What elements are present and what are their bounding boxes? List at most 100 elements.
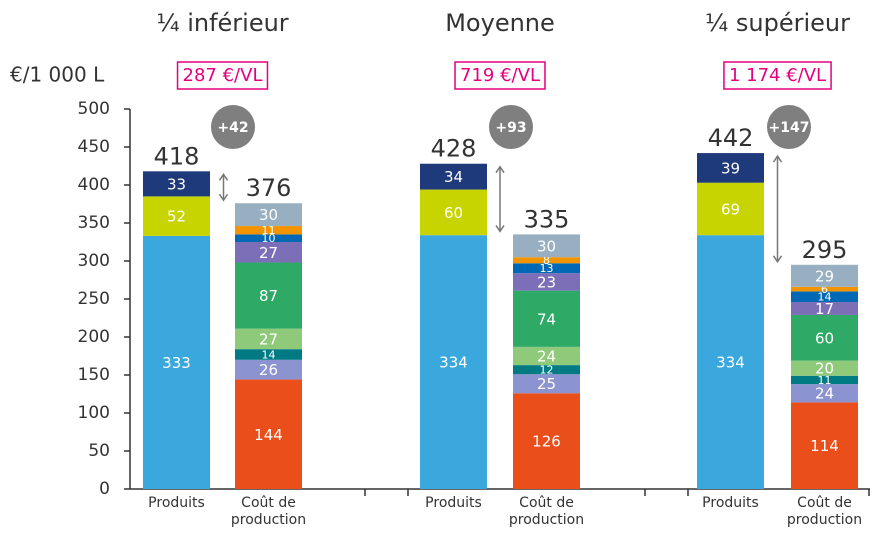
cout-segment: [513, 290, 580, 347]
x-tick-label: Coût de production: [786, 495, 863, 528]
cout-segment: [791, 314, 858, 361]
cout-segment: [513, 263, 580, 274]
cout-segment: [235, 328, 302, 350]
y-tick-label: 150: [78, 365, 110, 385]
segment-label: 14: [262, 348, 276, 361]
segment-label: 334: [716, 354, 745, 372]
badge-box: [454, 61, 546, 90]
segment-label: 12: [540, 364, 554, 377]
segment-label: 34: [444, 168, 463, 186]
segment-label: 11: [818, 374, 832, 387]
cout-segment: [791, 291, 858, 303]
arrow-head: [772, 154, 783, 163]
cout-segment: [235, 242, 302, 263]
y-tick-label: 0: [99, 479, 110, 499]
segment-label: 23: [537, 273, 556, 291]
cout-segment: [791, 375, 858, 385]
arrow-head: [218, 172, 229, 181]
produits-segment: [143, 235, 210, 489]
segment-label: 33: [167, 175, 186, 193]
cout-segment: [513, 234, 580, 258]
segment-label: 30: [537, 237, 556, 255]
arrow-head: [495, 224, 505, 233]
cout-segment: [791, 402, 858, 489]
cout-segment: [791, 286, 858, 292]
difference-label: +93: [495, 120, 526, 136]
segment-label: 333: [162, 354, 191, 372]
x-tick-label: Produits: [425, 495, 482, 511]
cout-segment: [791, 264, 858, 287]
segment-label: 17: [815, 300, 834, 318]
cout-segment: [235, 359, 302, 380]
segment-label: 24: [537, 348, 556, 366]
segment-label: 6: [821, 283, 828, 296]
difference-badge: [211, 105, 255, 149]
x-tick-label: Produits: [148, 495, 205, 511]
difference-label: +147: [769, 120, 810, 136]
produits-segment: [697, 235, 764, 489]
segment-label: 60: [815, 329, 834, 347]
segment-label: 69: [721, 200, 740, 218]
y-tick-label: 500: [78, 99, 110, 119]
cout-segment: [791, 384, 858, 403]
segment-label: 74: [537, 310, 556, 328]
bar-total: 442: [708, 124, 754, 152]
segment-label: 29: [815, 267, 834, 285]
difference-badge: [767, 105, 811, 149]
cout-segment: [235, 379, 302, 489]
produits-segment: [420, 235, 487, 489]
y-tick-label: 250: [78, 289, 110, 309]
arrow-head: [772, 255, 783, 264]
segment-label: 27: [259, 244, 278, 262]
produits-segment: [697, 182, 764, 236]
segment-label: 13: [540, 262, 554, 275]
segment-label: 20: [815, 360, 834, 378]
segment-label: 126: [532, 433, 561, 451]
badge-box: [723, 61, 832, 90]
produits-segment: [143, 171, 210, 197]
y-tick-label: 200: [78, 327, 110, 347]
arrow-head: [495, 165, 505, 174]
x-tick-label: Produits: [702, 495, 759, 511]
y-tick-label: 350: [78, 213, 110, 233]
arrow-head: [218, 193, 229, 202]
bar-total: 335: [524, 205, 570, 233]
segment-label: 14: [818, 291, 832, 304]
cout-segment: [791, 360, 858, 376]
bar-total: 428: [431, 135, 477, 163]
y-tick-label: 300: [78, 251, 110, 271]
badge: 719 €/VL: [460, 65, 540, 86]
y-axis-label: €/1 000 L: [10, 63, 105, 87]
cout-segment: [513, 365, 580, 375]
bar-total: 376: [246, 174, 292, 202]
cout-segment: [235, 226, 302, 235]
group-title: Moyenne: [445, 9, 555, 37]
bar-total: 295: [802, 236, 848, 264]
y-tick-label: 100: [78, 403, 110, 423]
produits-segment: [143, 196, 210, 236]
segment-label: 8: [543, 254, 550, 267]
segment-label: 39: [721, 159, 740, 177]
produits-segment: [420, 163, 487, 190]
cout-segment: [235, 349, 302, 360]
segment-label: 60: [444, 204, 463, 222]
difference-label: +42: [217, 120, 248, 136]
segment-label: 52: [167, 208, 186, 226]
cout-segment: [235, 262, 302, 329]
y-tick-label: 450: [78, 137, 110, 157]
group-title: ¼ inférieur: [156, 9, 288, 37]
produits-segment: [420, 189, 487, 236]
badge-box: [176, 61, 269, 90]
difference-badge: [489, 105, 533, 149]
badge: 1 174 €/VL: [729, 65, 826, 86]
segment-label: 26: [259, 361, 278, 379]
group-title: ¼ supérieur: [705, 9, 850, 37]
segment-label: 24: [815, 385, 834, 403]
y-tick-label: 50: [88, 441, 110, 461]
badge: 287 €/VL: [183, 65, 263, 86]
segment-label: 114: [810, 437, 839, 455]
segment-label: 25: [537, 375, 556, 393]
segment-label: 10: [262, 232, 276, 245]
